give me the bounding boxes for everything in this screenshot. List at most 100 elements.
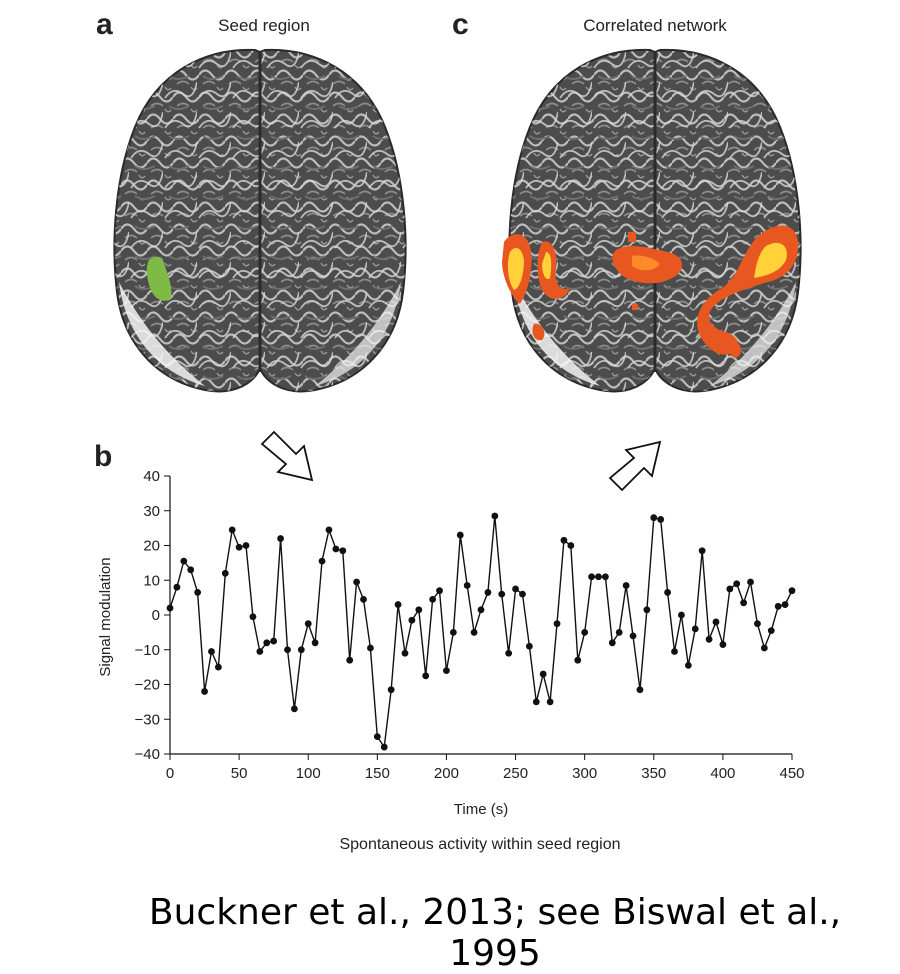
data-point bbox=[650, 514, 658, 522]
x-tick-label: 350 bbox=[641, 765, 666, 782]
data-point bbox=[553, 620, 561, 628]
data-point bbox=[277, 535, 284, 542]
network-activation-right bbox=[697, 225, 799, 358]
brain-correlated-network-image bbox=[502, 48, 802, 393]
data-point bbox=[263, 639, 271, 647]
x-tick-label: 50 bbox=[231, 765, 248, 782]
data-point bbox=[636, 686, 644, 694]
data-point bbox=[346, 656, 354, 664]
y-tick-label: −40 bbox=[135, 746, 160, 763]
arrow-up-right-icon bbox=[608, 440, 662, 492]
y-tick-label: −10 bbox=[135, 642, 160, 659]
data-point bbox=[539, 670, 547, 678]
data-point bbox=[311, 639, 319, 647]
y-tick-label: −30 bbox=[135, 711, 160, 728]
network-activation-midline bbox=[612, 232, 683, 310]
data-point bbox=[733, 580, 741, 588]
data-point bbox=[595, 573, 602, 581]
data-point bbox=[291, 705, 298, 713]
data-point bbox=[546, 698, 554, 706]
data-point bbox=[270, 637, 278, 645]
data-point bbox=[602, 573, 609, 581]
y-tick-label: 10 bbox=[143, 572, 160, 589]
data-point bbox=[691, 625, 699, 633]
data-point bbox=[249, 613, 257, 621]
data-point bbox=[429, 595, 437, 603]
chart-axes bbox=[169, 476, 792, 755]
x-axis-label: Time (s) bbox=[454, 801, 508, 818]
data-point bbox=[443, 667, 450, 674]
data-point bbox=[767, 627, 775, 635]
data-point bbox=[726, 585, 734, 593]
panel-a-title: Seed region bbox=[218, 16, 310, 35]
data-point bbox=[657, 516, 665, 523]
x-tick-label: 200 bbox=[434, 765, 459, 782]
panel-c-letter: c bbox=[452, 8, 469, 41]
data-point bbox=[415, 606, 423, 614]
data-point bbox=[671, 648, 678, 655]
data-point bbox=[684, 661, 692, 669]
data-point bbox=[622, 582, 630, 589]
data-point bbox=[581, 628, 589, 636]
data-point bbox=[470, 628, 478, 636]
data-point bbox=[332, 545, 340, 553]
data-point bbox=[201, 688, 208, 695]
x-tick-label: 450 bbox=[779, 765, 804, 782]
data-point bbox=[712, 618, 720, 626]
data-point bbox=[519, 590, 526, 598]
data-point bbox=[512, 585, 519, 593]
panel-b-letter: b bbox=[94, 440, 113, 473]
data-point bbox=[491, 512, 499, 520]
seed-region-marker bbox=[146, 256, 172, 301]
brain-seed-region-image bbox=[113, 48, 407, 393]
data-point bbox=[484, 589, 492, 596]
y-axis-label: Signal modulation bbox=[97, 557, 114, 676]
data-point bbox=[187, 566, 195, 574]
data-point bbox=[242, 542, 250, 549]
data-point bbox=[318, 557, 326, 565]
data-point bbox=[408, 616, 416, 624]
data-point bbox=[325, 526, 333, 534]
data-point bbox=[394, 601, 402, 608]
data-point bbox=[705, 635, 713, 643]
y-tick-label: −20 bbox=[135, 677, 160, 694]
data-point bbox=[214, 663, 222, 671]
data-point bbox=[505, 649, 513, 657]
y-tick-label: 40 bbox=[143, 468, 160, 485]
arrow-down-right-icon bbox=[260, 430, 314, 482]
data-point bbox=[754, 620, 761, 628]
data-point bbox=[760, 644, 768, 652]
panel-c-title: Correlated network bbox=[583, 16, 727, 35]
data-point bbox=[166, 604, 174, 612]
data-point bbox=[360, 595, 367, 603]
signal-line bbox=[169, 515, 793, 750]
x-tick-label: 400 bbox=[710, 765, 735, 782]
data-point bbox=[477, 606, 485, 614]
data-point bbox=[304, 620, 312, 628]
data-point bbox=[208, 648, 215, 655]
data-point bbox=[532, 698, 540, 706]
data-point bbox=[235, 543, 243, 551]
data-point bbox=[788, 587, 796, 595]
data-point bbox=[574, 656, 582, 664]
data-point bbox=[781, 601, 789, 608]
data-point bbox=[643, 606, 651, 614]
data-point bbox=[664, 589, 671, 596]
data-point bbox=[297, 646, 305, 654]
data-point bbox=[173, 583, 181, 591]
x-tick-label: 300 bbox=[572, 765, 597, 782]
data-point bbox=[567, 542, 575, 549]
data-point bbox=[367, 644, 374, 652]
data-point bbox=[284, 646, 291, 654]
data-point bbox=[339, 547, 347, 555]
data-point bbox=[456, 531, 464, 539]
data-point bbox=[774, 602, 782, 610]
data-point bbox=[373, 733, 381, 741]
data-point bbox=[228, 526, 236, 534]
data-point bbox=[525, 642, 533, 650]
data-point bbox=[608, 639, 616, 647]
y-tick-label: 20 bbox=[143, 538, 160, 555]
x-tick-label: 100 bbox=[296, 765, 321, 782]
data-point bbox=[180, 557, 188, 565]
data-point bbox=[436, 587, 443, 595]
